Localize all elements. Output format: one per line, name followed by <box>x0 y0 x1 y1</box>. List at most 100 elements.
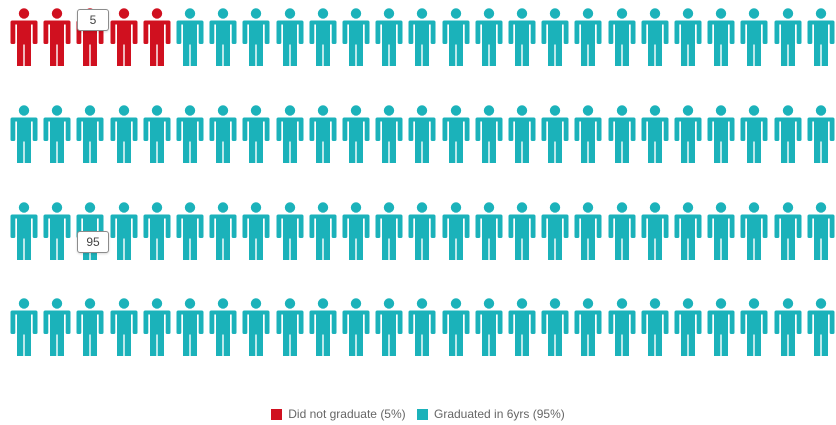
person-icon <box>276 298 304 356</box>
person-icon <box>508 105 536 163</box>
person-icon <box>541 8 569 66</box>
legend-item-graduated[interactable]: Graduated in 6yrs (95%) <box>417 407 565 421</box>
person-icon <box>574 8 602 66</box>
person-icon <box>641 202 669 260</box>
person-icon <box>309 298 337 356</box>
person-icon <box>143 105 171 163</box>
person-icon <box>807 105 835 163</box>
person-icon <box>408 105 436 163</box>
person-icon <box>707 8 735 66</box>
person-icon <box>176 202 204 260</box>
person-icon <box>707 105 735 163</box>
person-icon <box>541 105 569 163</box>
person-icon <box>475 202 503 260</box>
chart-legend: Did not graduate (5%) Graduated in 6yrs … <box>0 407 836 423</box>
person-icon <box>375 8 403 66</box>
person-icon <box>508 298 536 356</box>
person-icon <box>774 202 802 260</box>
person-icon <box>608 298 636 356</box>
person-icon <box>707 298 735 356</box>
person-icon <box>442 202 470 260</box>
person-icon <box>176 8 204 66</box>
person-icon <box>276 8 304 66</box>
person-icon <box>43 105 71 163</box>
person-icon <box>176 298 204 356</box>
person-icon <box>442 8 470 66</box>
legend-swatch-red <box>271 408 283 420</box>
person-icon <box>10 8 38 66</box>
person-icon <box>475 298 503 356</box>
person-icon <box>342 298 370 356</box>
person-icon <box>641 105 669 163</box>
legend-swatch-teal <box>417 408 428 420</box>
person-icon <box>209 8 237 66</box>
person-icon <box>807 202 835 260</box>
person-icon <box>110 8 138 66</box>
person-icon <box>342 8 370 66</box>
person-icon <box>176 105 204 163</box>
person-icon <box>707 202 735 260</box>
person-icon <box>408 202 436 260</box>
person-icon <box>541 202 569 260</box>
person-icon <box>608 8 636 66</box>
person-icon <box>574 105 602 163</box>
person-icon <box>10 202 38 260</box>
person-icon <box>242 8 270 66</box>
person-icon <box>209 202 237 260</box>
person-icon <box>375 202 403 260</box>
person-icon <box>309 105 337 163</box>
person-icon <box>807 298 835 356</box>
person-icon <box>641 298 669 356</box>
person-icon <box>774 8 802 66</box>
person-icon <box>740 105 768 163</box>
person-icon <box>674 202 702 260</box>
person-icon <box>242 298 270 356</box>
person-icon <box>242 202 270 260</box>
person-icon <box>574 202 602 260</box>
data-label-graduated: 95 <box>77 231 109 253</box>
data-label-did-not-graduate: 5 <box>77 9 109 31</box>
person-icon <box>143 202 171 260</box>
person-icon <box>408 298 436 356</box>
person-icon <box>110 298 138 356</box>
person-icon <box>442 105 470 163</box>
person-icon <box>508 202 536 260</box>
person-icon <box>408 8 436 66</box>
person-icon <box>641 8 669 66</box>
person-icon <box>309 8 337 66</box>
person-icon <box>110 105 138 163</box>
person-icon <box>774 298 802 356</box>
person-icon <box>740 298 768 356</box>
person-icon <box>475 8 503 66</box>
legend-label-did-not-graduate: Did not graduate (5%) <box>288 407 406 421</box>
person-icon <box>774 105 802 163</box>
person-icon <box>574 298 602 356</box>
person-icon <box>209 298 237 356</box>
person-icon <box>276 105 304 163</box>
person-icon <box>342 202 370 260</box>
person-icon <box>10 298 38 356</box>
person-icon <box>608 105 636 163</box>
legend-item-did-not-graduate[interactable]: Did not graduate (5%) <box>271 407 406 421</box>
person-icon <box>375 298 403 356</box>
person-icon <box>342 105 370 163</box>
person-icon <box>43 298 71 356</box>
person-icon <box>209 105 237 163</box>
person-icon <box>807 8 835 66</box>
person-icon <box>276 202 304 260</box>
person-icon <box>10 105 38 163</box>
person-icon <box>375 105 403 163</box>
person-icon <box>309 202 337 260</box>
person-icon <box>674 8 702 66</box>
person-icon <box>475 105 503 163</box>
person-icon <box>110 202 138 260</box>
person-icon <box>76 298 104 356</box>
person-icon <box>143 8 171 66</box>
person-icon <box>608 202 636 260</box>
person-icon <box>76 105 104 163</box>
legend-label-graduated: Graduated in 6yrs (95%) <box>434 407 565 421</box>
person-icon <box>674 298 702 356</box>
person-icon <box>508 8 536 66</box>
person-icon <box>740 8 768 66</box>
person-icon <box>242 105 270 163</box>
